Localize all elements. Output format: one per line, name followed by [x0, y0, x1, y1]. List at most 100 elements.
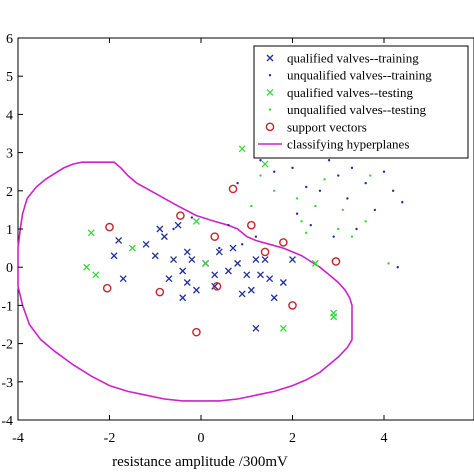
y-tick-label: 4: [6, 108, 13, 123]
legend-label: unqualified valves--testing: [287, 102, 426, 117]
classifying-hyperplane-curve: [17, 161, 353, 402]
data-point-series-0: [289, 256, 296, 264]
data-point-series-1: [172, 227, 175, 231]
data-point-series-0: [266, 275, 274, 283]
support-vector-point: [212, 281, 222, 291]
data-point-series-3: [369, 174, 372, 177]
data-point-series-2: [92, 271, 100, 279]
data-point-series-1: [190, 216, 194, 219]
support-vector-point: [192, 327, 201, 337]
legend-marker-swatch: [266, 88, 274, 96]
data-point-series-1: [240, 243, 244, 246]
y-tick-label: -3: [1, 376, 13, 391]
data-point-series-0: [183, 279, 191, 286]
legend-entry: unqualified valves--testing: [268, 102, 426, 117]
data-point-series-0: [261, 256, 269, 264]
data-point-series-2: [87, 229, 95, 237]
data-point-series-3: [387, 262, 390, 265]
support-vector-point: [155, 287, 165, 297]
data-point-series-0: [119, 275, 127, 283]
data-point-series-3: [259, 174, 262, 177]
x-tick-label: 4: [381, 431, 388, 446]
data-point-series-0: [257, 271, 264, 279]
legend-box: [253, 45, 469, 159]
data-point-series-2: [279, 324, 287, 332]
data-point-series-1: [305, 185, 308, 189]
legend-label: classifying hyperplanes: [287, 137, 409, 152]
data-point-series-3: [300, 220, 303, 223]
data-point-series-3: [364, 220, 367, 223]
data-point-series-0: [156, 225, 164, 233]
data-point-series-1: [355, 227, 358, 231]
data-point-series-0: [174, 221, 182, 229]
data-point-series-3: [295, 197, 299, 200]
y-tick-label: 5: [6, 70, 13, 85]
data-point-series-2: [238, 145, 246, 153]
data-point-series-0: [224, 267, 232, 275]
legend-entries: qualified valves--training unqualified va…: [258, 51, 432, 152]
data-point-series-0: [179, 267, 187, 275]
y-tick-label: -4: [1, 414, 13, 429]
support-vector-point: [228, 184, 238, 194]
data-point-series-0: [211, 282, 219, 290]
data-point-series-1: [236, 181, 239, 185]
data-point-series-0: [192, 286, 200, 294]
data-point-series-0: [252, 324, 260, 332]
data-point-series-2: [261, 160, 269, 168]
x-tick-label: -4: [12, 431, 24, 446]
x-tick-label: -2: [104, 431, 116, 446]
legend-marker-swatch: [265, 122, 275, 132]
legend-marker-swatch: [268, 108, 272, 111]
support-vector-point: [288, 301, 297, 310]
data-point-series-1: [254, 235, 258, 238]
legend-entry: classifying hyperplanes: [258, 137, 409, 152]
data-point-series-0: [183, 248, 191, 256]
data-point-series-2: [192, 217, 200, 225]
data-point-series-1: [295, 212, 299, 215]
ticks-layer: -4 -2 0 2 4 -4 -3 -2 -1 0 1 2 3 4 5 6: [1, 32, 387, 446]
hyperplane-layer: [17, 161, 353, 402]
legend: qualified valves--training unqualified va…: [253, 45, 469, 159]
legend-entry: qualified valves--testing: [266, 85, 413, 100]
data-point-series-0: [279, 279, 287, 286]
data-point-series-1: [364, 181, 367, 185]
y-tick-label: -1: [1, 299, 13, 314]
data-point-series-1: [382, 170, 386, 173]
data-point-series-0: [179, 294, 187, 302]
y-tick-label: -2: [1, 338, 13, 353]
data-point-series-1: [273, 170, 276, 173]
legend-label: qualified valves--training: [287, 51, 419, 66]
data-point-series-2: [311, 259, 319, 267]
data-point-series-2: [83, 263, 91, 271]
data-point-series-3: [314, 204, 317, 208]
data-point-series-1: [327, 159, 331, 162]
legend-entry: support vectors: [265, 119, 367, 134]
support-vector-point: [331, 257, 341, 266]
data-point-series-3: [250, 204, 253, 208]
data-point-series-3: [305, 231, 308, 235]
legend-entry: unqualified valves--training: [268, 68, 432, 83]
data-point-series-2: [330, 313, 338, 321]
y-tick-label: 1: [6, 223, 13, 238]
data-point-series-0: [229, 244, 237, 252]
data-point-series-0: [211, 271, 219, 279]
data-point-series-0: [243, 271, 251, 279]
data-point-series-3: [350, 235, 354, 238]
x-axis-title: resistance amplitude /300mV: [112, 454, 288, 470]
y-tick-label: 0: [6, 261, 13, 276]
data-point-series-0: [151, 252, 159, 260]
legend-marker-swatch: [266, 54, 274, 62]
data-point-series-1: [332, 235, 335, 238]
x-tick-label: 2: [289, 431, 296, 446]
data-point-series-0: [215, 248, 223, 256]
y-tick-label: 6: [6, 32, 13, 47]
data-point-series-0: [142, 240, 150, 248]
data-point-series-0: [115, 237, 123, 244]
legend-label: unqualified valves--training: [287, 68, 432, 83]
legend-marker-swatch: [268, 74, 272, 77]
data-point-series-1: [227, 223, 230, 227]
data-point-series-0: [252, 256, 260, 264]
data-point-series-0: [234, 259, 242, 267]
support-vector-point: [210, 232, 220, 241]
